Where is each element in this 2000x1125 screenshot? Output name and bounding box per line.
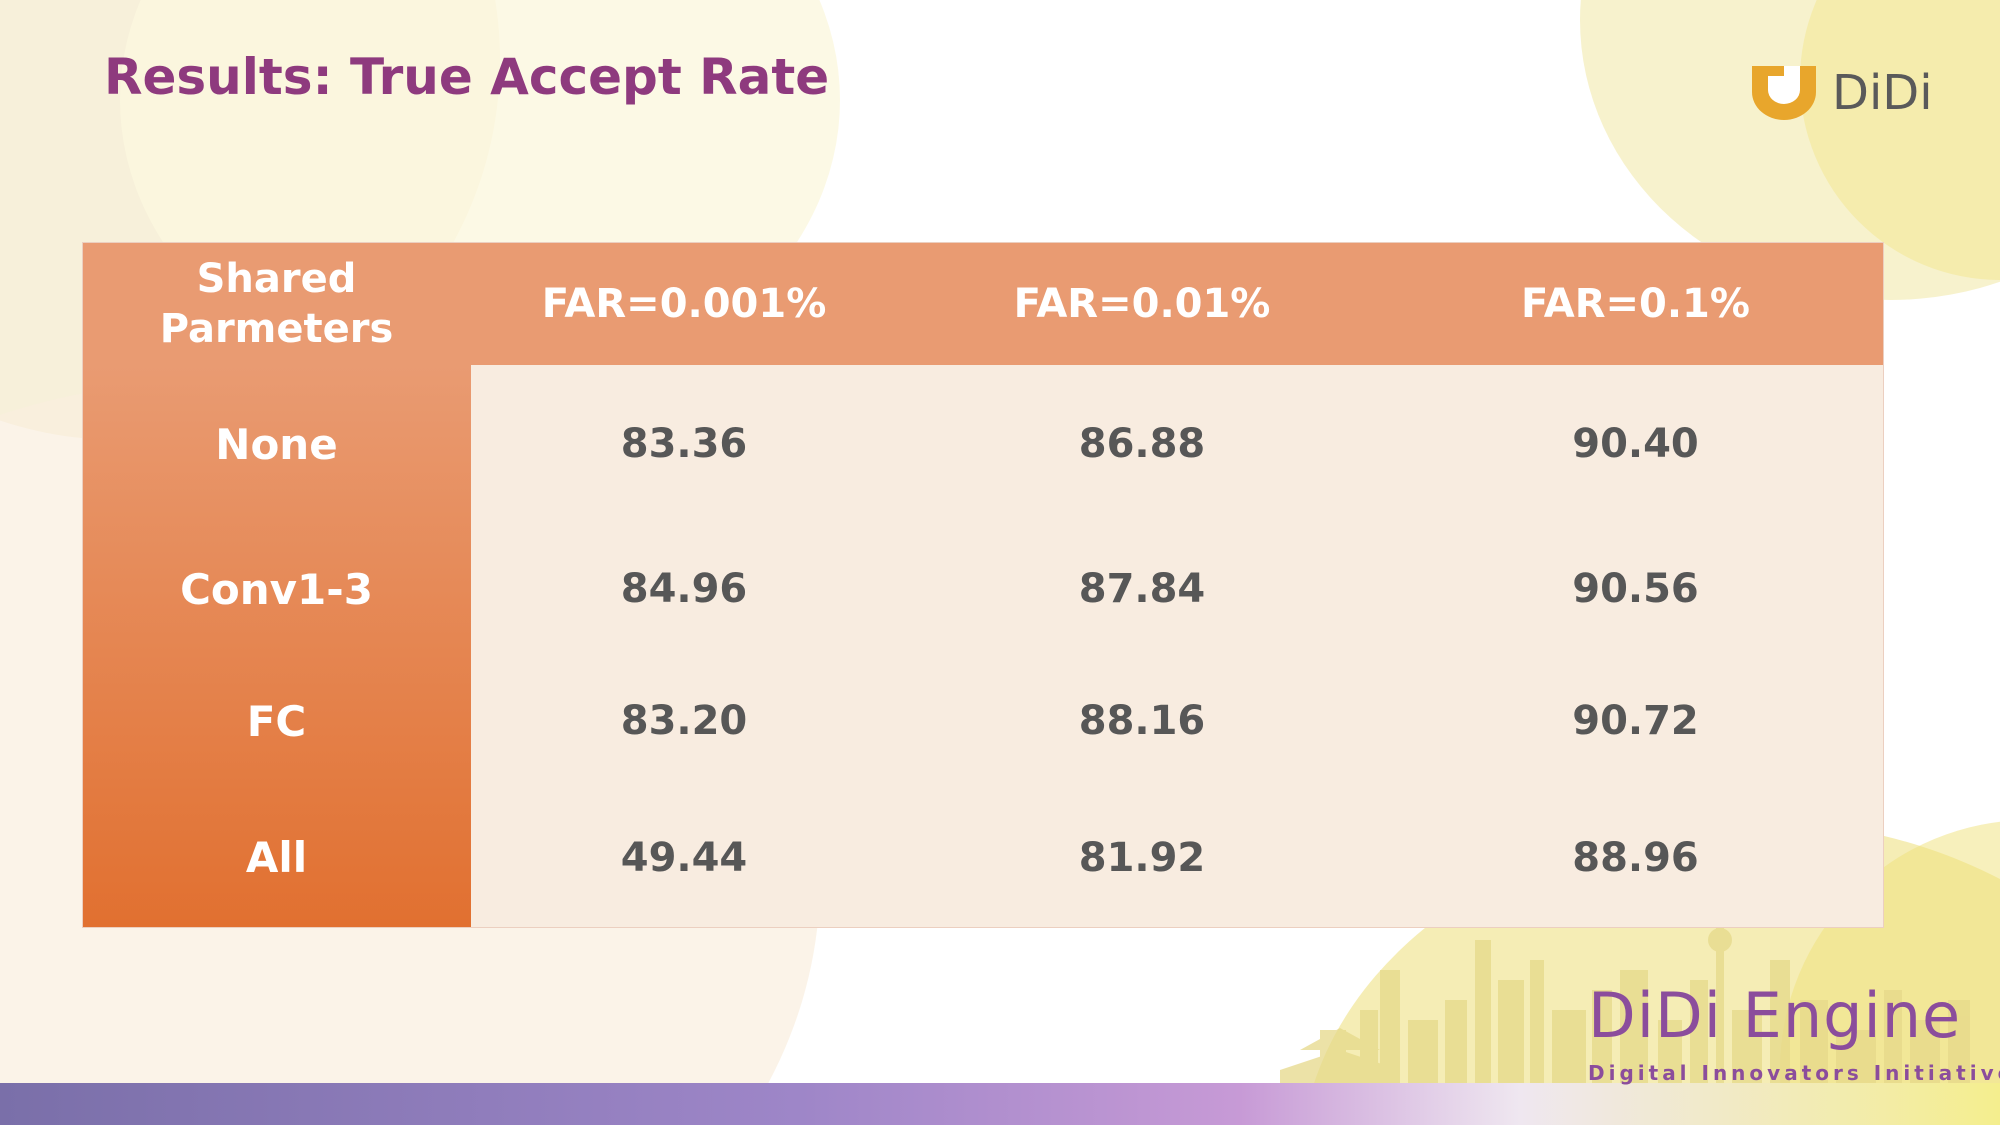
row-label-none: None <box>215 419 338 469</box>
table-cell: 81.92 <box>897 787 1387 928</box>
engine-title: DiDi Engine <box>1588 979 1962 1052</box>
table-cell: 83.20 <box>471 655 897 787</box>
table-cell: 84.96 <box>471 523 897 655</box>
table-row: FC 83.20 88.16 90.72 <box>82 655 1884 787</box>
results-table: Shared Parmeters FAR=0.001% FAR=0.01% FA… <box>82 242 1884 928</box>
table-header-row: Shared Parmeters FAR=0.001% FAR=0.01% FA… <box>82 242 1884 365</box>
table-row: Conv1-3 84.96 87.84 90.56 <box>82 523 1884 655</box>
table-cell: 90.56 <box>1387 523 1884 655</box>
table-cell: 88.16 <box>897 655 1387 787</box>
column-header-far-001: FAR=0.01% <box>897 242 1387 365</box>
didi-logo-text: DiDi <box>1832 65 1933 121</box>
table-cell: 83.36 <box>471 365 897 523</box>
column-header-shared-parameters: Shared Parmeters <box>82 242 471 365</box>
table-cell: 90.72 <box>1387 655 1884 787</box>
row-label-conv1-3: Conv1-3 <box>180 564 373 614</box>
row-header-gradient <box>82 365 471 928</box>
column-header-far-0001: FAR=0.001% <box>471 242 897 365</box>
didi-logo: DiDi <box>1748 62 1933 124</box>
bottom-gradient-bar <box>0 1083 2000 1125</box>
table-cell: 86.88 <box>897 365 1387 523</box>
engine-subtitle: Digital Innovators Initiative <box>1588 1061 2000 1085</box>
didi-engine-branding: DiDi Engine Digital Innovators Initiativ… <box>1588 979 2000 1086</box>
table-cell: 87.84 <box>897 523 1387 655</box>
row-label-fc: FC <box>246 696 307 746</box>
row-label-all: All <box>245 833 308 882</box>
didi-logo-icon <box>1752 66 1816 120</box>
table-row: All 49.44 81.92 88.96 <box>82 787 1884 928</box>
slide-title: Results: True Accept Rate <box>104 48 830 106</box>
column-header-far-01: FAR=0.1% <box>1387 242 1884 365</box>
table-cell: 49.44 <box>471 787 897 928</box>
table-row: None 83.36 86.88 90.40 <box>82 365 1884 523</box>
table-cell: 88.96 <box>1387 787 1884 928</box>
table-cell: 90.40 <box>1387 365 1884 523</box>
